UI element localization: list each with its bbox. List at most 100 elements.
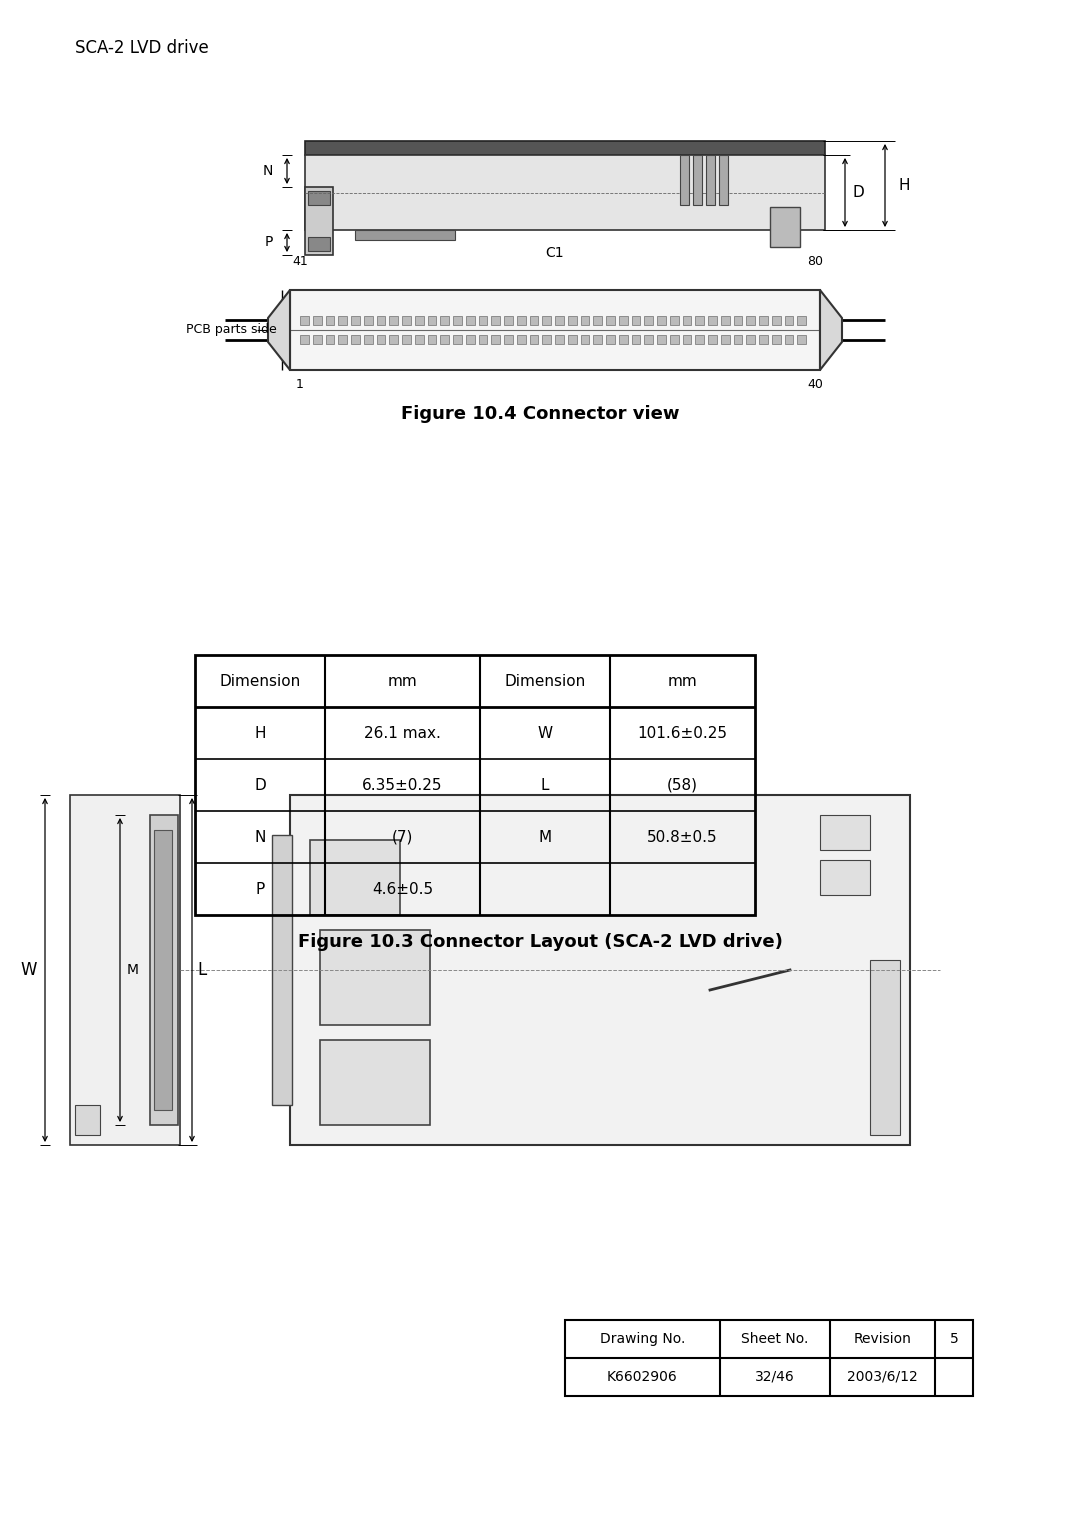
Bar — [308, 236, 330, 252]
Text: 32/46: 32/46 — [755, 1369, 795, 1385]
Bar — [313, 316, 322, 325]
Bar — [428, 336, 436, 345]
Bar — [606, 336, 615, 345]
Polygon shape — [268, 290, 291, 371]
Bar — [542, 316, 551, 325]
Bar — [310, 840, 400, 915]
Bar — [645, 316, 653, 325]
Bar — [300, 316, 309, 325]
Bar — [542, 336, 551, 345]
Bar — [746, 336, 755, 345]
Bar — [364, 316, 373, 325]
Text: (7): (7) — [392, 830, 414, 845]
Text: 5: 5 — [949, 1331, 958, 1347]
Bar — [355, 230, 455, 239]
Text: SCA-2 LVD drive: SCA-2 LVD drive — [75, 40, 208, 56]
Text: Dimension: Dimension — [219, 674, 300, 688]
Bar — [75, 1106, 100, 1135]
Bar — [291, 795, 910, 1145]
Bar — [581, 336, 590, 345]
Bar — [389, 336, 399, 345]
Bar — [581, 316, 590, 325]
Bar — [708, 336, 717, 345]
Text: D: D — [853, 185, 865, 200]
Bar — [516, 336, 526, 345]
Bar — [154, 830, 172, 1110]
Bar — [272, 836, 292, 1106]
Bar — [797, 316, 806, 325]
Bar — [555, 336, 564, 345]
Text: P: P — [255, 881, 265, 897]
Bar — [453, 336, 462, 345]
Bar — [402, 336, 410, 345]
Bar — [593, 336, 603, 345]
Text: PCB parts side: PCB parts side — [186, 323, 276, 337]
Text: Figure 10.4 Connector view: Figure 10.4 Connector view — [401, 406, 679, 422]
Bar — [504, 336, 513, 345]
Bar — [300, 336, 309, 345]
Text: 40: 40 — [807, 378, 823, 390]
Bar — [632, 336, 640, 345]
Bar — [696, 316, 704, 325]
Bar — [441, 336, 449, 345]
Text: 2003/6/12: 2003/6/12 — [847, 1369, 918, 1385]
Bar — [351, 316, 360, 325]
Text: M: M — [539, 830, 552, 845]
Bar — [708, 316, 717, 325]
Text: W: W — [538, 726, 553, 741]
Bar — [415, 336, 423, 345]
Bar — [364, 336, 373, 345]
Bar — [70, 795, 180, 1145]
Bar — [606, 316, 615, 325]
Text: 26.1 max.: 26.1 max. — [364, 726, 441, 741]
Text: H: H — [254, 726, 266, 741]
Bar — [305, 140, 825, 156]
Bar — [325, 336, 335, 345]
Text: 41: 41 — [292, 255, 308, 268]
Bar — [338, 336, 347, 345]
Text: N: N — [262, 165, 273, 178]
Bar — [719, 156, 728, 204]
Text: Dimension: Dimension — [504, 674, 585, 688]
Bar — [657, 316, 666, 325]
Text: P: P — [265, 235, 273, 250]
Bar — [670, 316, 678, 325]
Text: 80: 80 — [807, 255, 823, 268]
Bar — [478, 336, 487, 345]
Bar — [759, 336, 768, 345]
Text: Figure 10.3 Connector Layout (SCA-2 LVD drive): Figure 10.3 Connector Layout (SCA-2 LVD … — [298, 933, 782, 952]
Bar — [478, 316, 487, 325]
Bar — [593, 316, 603, 325]
Bar — [784, 336, 794, 345]
Text: L: L — [197, 961, 206, 979]
Text: Drawing No.: Drawing No. — [599, 1331, 685, 1347]
Bar — [465, 316, 475, 325]
Text: 1: 1 — [296, 378, 303, 390]
Bar — [313, 336, 322, 345]
Polygon shape — [820, 290, 842, 371]
Bar — [308, 191, 330, 204]
Bar — [325, 316, 335, 325]
Bar — [683, 336, 691, 345]
Bar — [720, 316, 730, 325]
Bar — [377, 336, 386, 345]
Text: N: N — [254, 830, 266, 845]
Bar — [491, 336, 500, 345]
Bar — [797, 336, 806, 345]
Bar — [555, 316, 564, 325]
Bar — [670, 336, 678, 345]
Text: D: D — [254, 778, 266, 793]
Text: 6.35±0.25: 6.35±0.25 — [362, 778, 443, 793]
Bar — [683, 316, 691, 325]
Bar — [645, 336, 653, 345]
Bar — [770, 207, 800, 247]
Bar — [870, 961, 900, 1135]
Bar — [680, 156, 689, 204]
Bar — [820, 814, 870, 849]
Text: M: M — [127, 962, 139, 978]
Circle shape — [698, 978, 723, 1002]
Bar — [619, 336, 627, 345]
Bar — [338, 316, 347, 325]
Text: 101.6±0.25: 101.6±0.25 — [637, 726, 728, 741]
Bar — [733, 316, 742, 325]
